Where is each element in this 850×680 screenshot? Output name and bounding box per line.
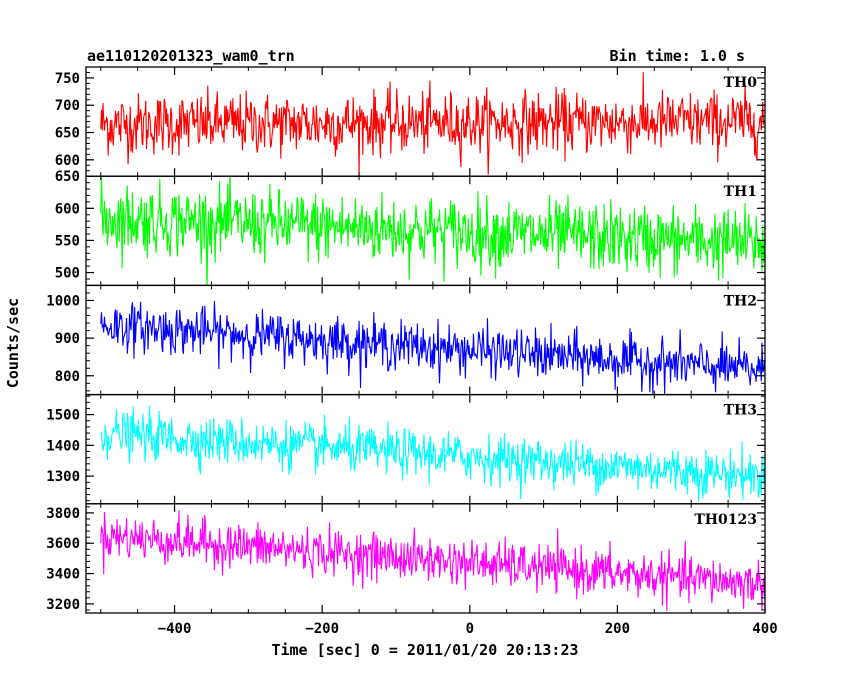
y-tick-label: 1000	[46, 293, 80, 309]
x-tick-label: 400	[752, 621, 777, 637]
y-tick-label: 750	[55, 71, 80, 87]
y-tick-label: 550	[55, 233, 80, 249]
y-tick-label: 1300	[46, 469, 80, 485]
series-line-th1	[100, 176, 765, 286]
figure-title: ae110120201323_wam0_trn	[87, 47, 295, 65]
bin-time-label: Bin time: 1.0 s	[610, 47, 745, 65]
x-tick-label: −200	[305, 621, 339, 637]
y-tick-label: 900	[55, 331, 80, 347]
y-tick-label: 650	[55, 126, 80, 142]
y-tick-label: 600	[55, 201, 80, 217]
series-line-th3	[100, 405, 765, 502]
series-line-th0123	[100, 510, 765, 611]
series-line-th0	[100, 72, 765, 177]
y-tick-label: 3600	[46, 536, 80, 552]
y-axis-label: Counts/sec	[4, 298, 22, 388]
x-axis-label: Time [sec] 0 = 2011/01/20 20:13:23	[271, 641, 578, 659]
y-tick-label: 500	[55, 266, 80, 282]
y-tick-label: 1500	[46, 408, 80, 424]
y-tick-label: 600	[55, 153, 80, 169]
x-tick-label: −400	[158, 621, 192, 637]
panel-frame-th3	[85, 393, 766, 505]
series-line-th2	[100, 301, 765, 395]
y-tick-label: 3400	[46, 567, 80, 583]
panel-label-th0123: TH0123	[694, 512, 757, 528]
panel-label-th3: TH3	[724, 403, 757, 419]
panel-label-th1: TH1	[724, 184, 757, 200]
y-tick-label: 650	[55, 169, 80, 185]
x-tick-label: 200	[605, 621, 630, 637]
y-tick-label: 1400	[46, 438, 80, 454]
panel-label-th2: TH2	[724, 293, 757, 309]
y-tick-label: 700	[55, 98, 80, 114]
y-tick-label: 800	[55, 369, 80, 385]
panel-label-th0: TH0	[724, 75, 758, 91]
x-tick-label: 0	[466, 621, 474, 637]
panel-frame-th0123	[85, 503, 766, 614]
y-tick-label: 3200	[46, 597, 80, 613]
y-tick-label: 3800	[46, 506, 80, 522]
